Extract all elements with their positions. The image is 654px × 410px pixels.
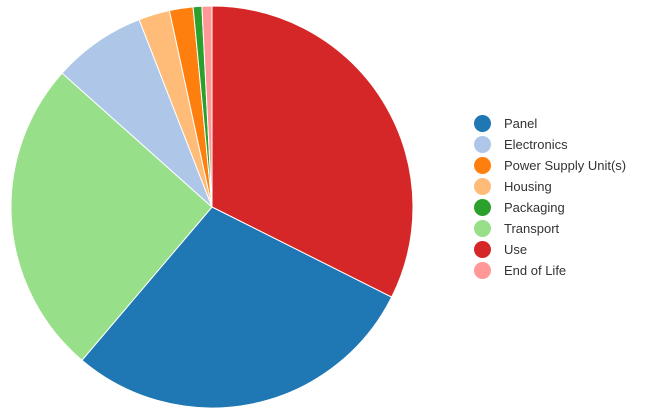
pie-slice-end-of-life[interactable] — [201, 5, 213, 208]
legend: Panel Electronics Power Supply Unit(s) Hous… — [474, 113, 626, 281]
legend-item-end-of-life[interactable]: End of Life — [474, 260, 626, 281]
legend-swatch-use — [474, 241, 491, 258]
pie-slice-transport[interactable] — [10, 72, 213, 361]
legend-swatch-panel — [474, 115, 491, 132]
legend-label-power-supply-unit-s: Power Supply Unit(s) — [504, 158, 627, 173]
legend-item-housing[interactable]: Housing — [474, 176, 626, 197]
pie-slices — [10, 5, 414, 409]
pie-slice-panel[interactable] — [81, 206, 393, 409]
legend-swatch-transport — [474, 220, 491, 237]
legend-label-panel: Panel — [504, 116, 538, 131]
legend-item-transport[interactable]: Transport — [474, 218, 626, 239]
legend-item-panel[interactable]: Panel — [474, 113, 626, 134]
legend-item-use[interactable]: Use — [474, 239, 626, 260]
legend-swatch-packaging — [474, 199, 491, 216]
legend-label-transport: Transport — [504, 221, 560, 236]
pie-slice-use[interactable] — [211, 5, 414, 298]
legend-swatch-housing — [474, 178, 491, 195]
legend-swatch-end-of-life — [474, 262, 491, 279]
legend-item-electronics[interactable]: Electronics — [474, 134, 626, 155]
legend-label-end-of-life: End of Life — [504, 263, 567, 278]
legend-label-electronics: Electronics — [504, 137, 568, 152]
legend-label-packaging: Packaging — [504, 200, 565, 215]
legend-item-power-supply-unit-s[interactable]: Power Supply Unit(s) — [474, 155, 626, 176]
legend-label-use: Use — [504, 242, 528, 257]
legend-swatch-power-supply-unit-s — [474, 157, 491, 174]
legend-item-packaging[interactable]: Packaging — [474, 197, 626, 218]
legend-label-housing: Housing — [504, 179, 552, 194]
legend-swatch-electronics — [474, 136, 491, 153]
pie-slice-electronics[interactable] — [61, 19, 213, 208]
